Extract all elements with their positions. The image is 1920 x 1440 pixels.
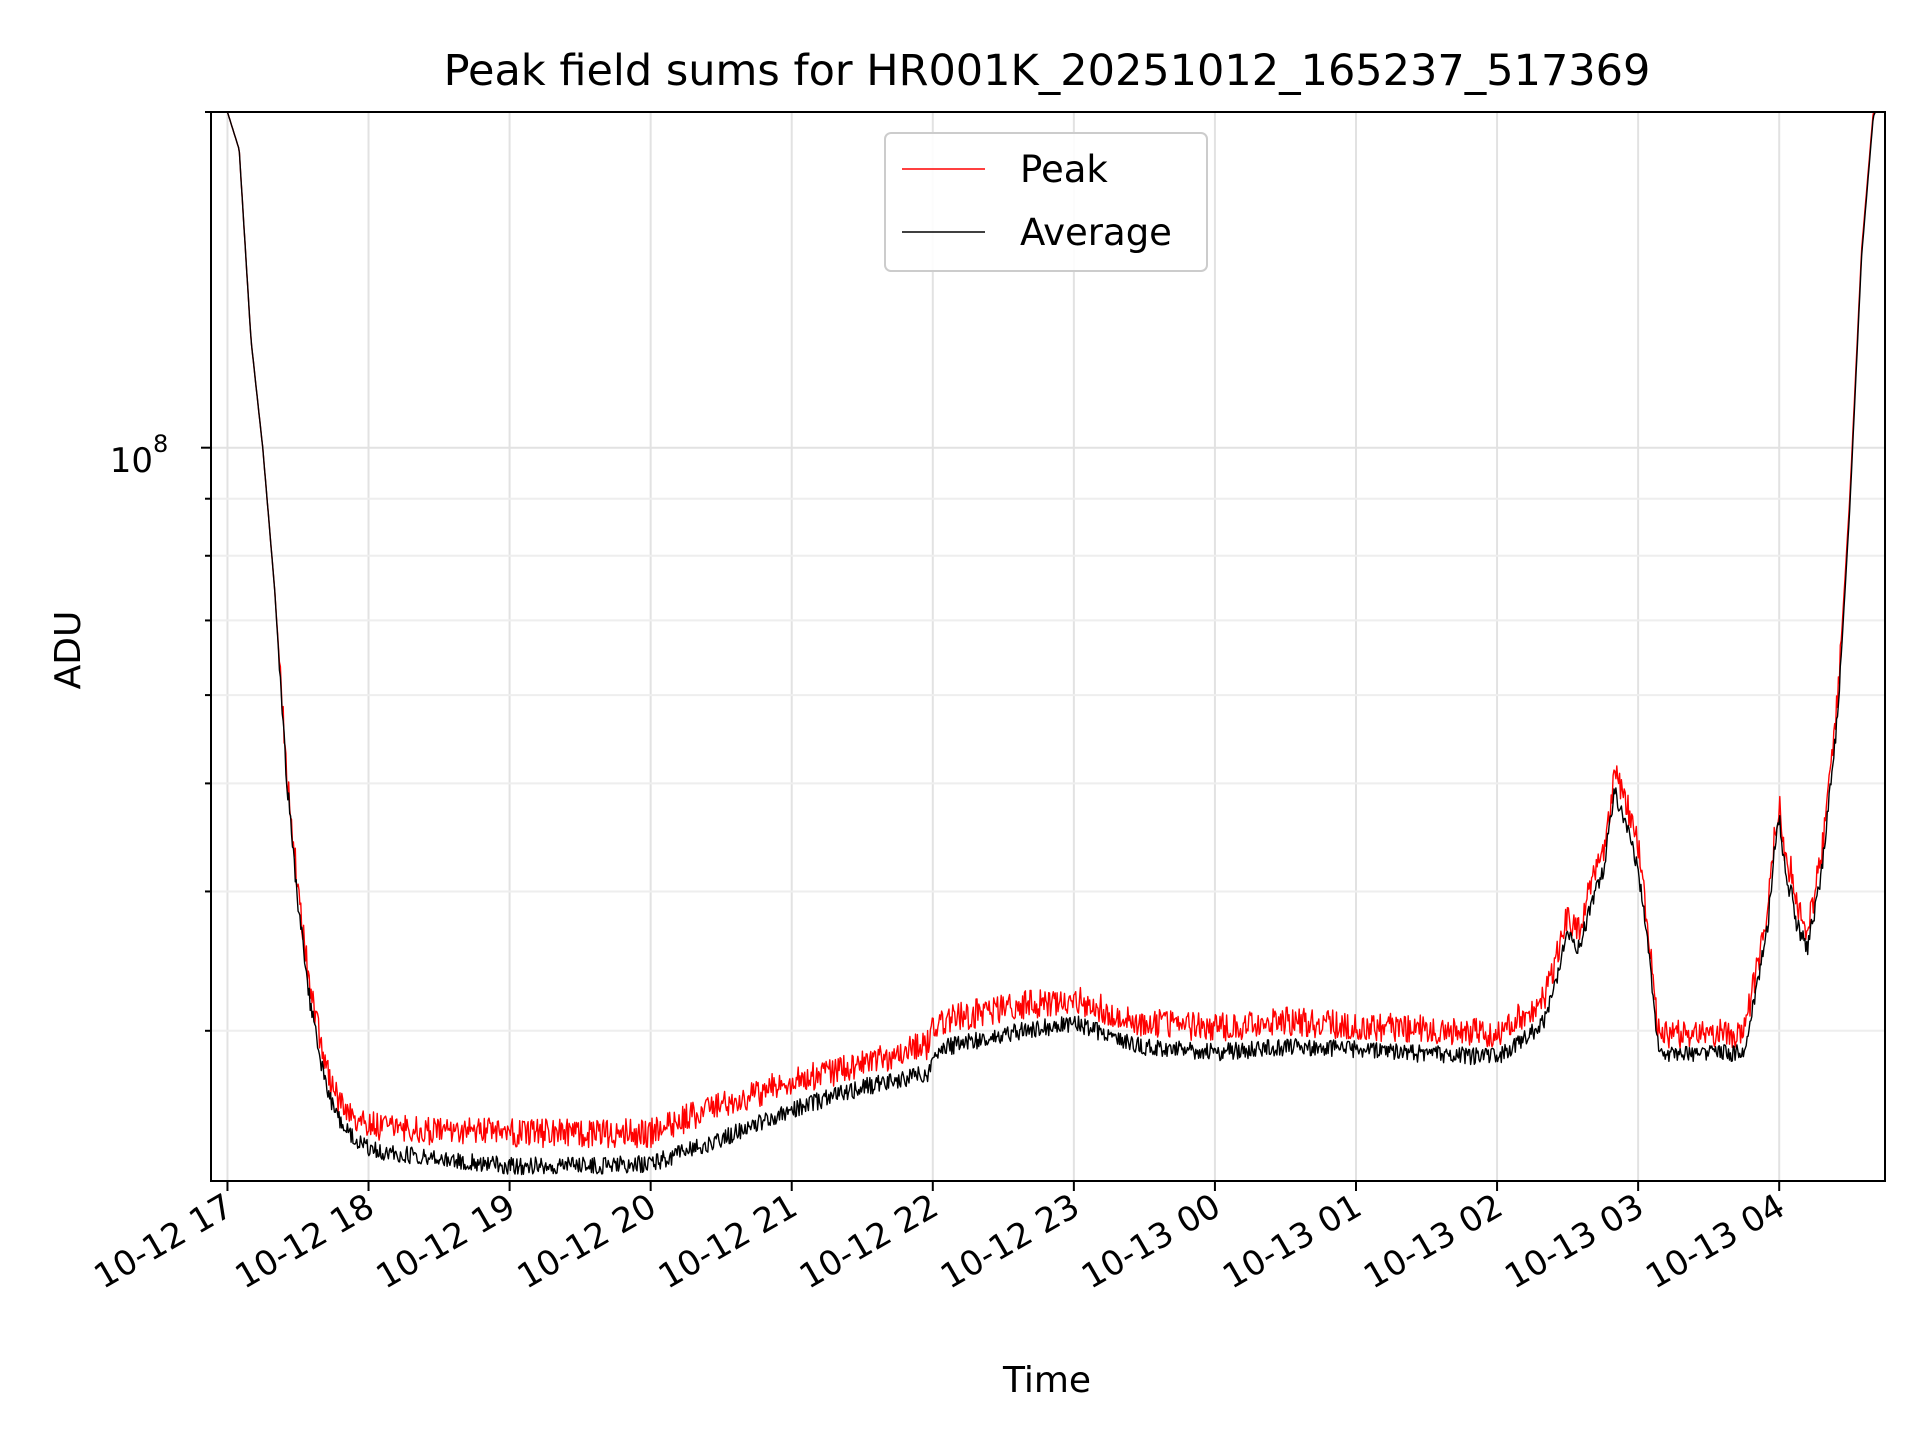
legend-label-average: Average bbox=[1020, 211, 1172, 254]
grid bbox=[211, 111, 1885, 1181]
y-major-tick-label: 10 8 bbox=[110, 430, 169, 481]
x-axis-label: Time bbox=[1002, 1360, 1091, 1401]
series-layer bbox=[226, 112, 1877, 1176]
plot-area bbox=[211, 112, 1885, 1181]
plot-frame bbox=[210, 111, 1886, 1182]
y-tick-label-base: 10 bbox=[110, 441, 153, 481]
series-line-average bbox=[226, 112, 1877, 1176]
y-axis-ticks bbox=[201, 111, 211, 1032]
legend-label-peak: Peak bbox=[1020, 148, 1108, 191]
legend: Peak Average bbox=[884, 132, 1208, 272]
legend-box bbox=[884, 132, 1208, 272]
series-line-peak bbox=[226, 112, 1875, 1149]
y-axis-label: ADU bbox=[48, 611, 89, 690]
chart-title: Peak field sums for HR001K_20251012_1652… bbox=[444, 46, 1651, 96]
y-tick-label-exponent: 8 bbox=[153, 430, 168, 458]
